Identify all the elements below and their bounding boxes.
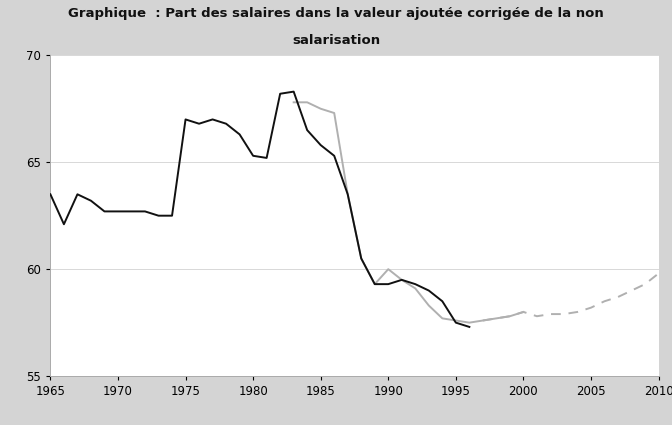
Text: Graphique  : Part des salaires dans la valeur ajoutée corrigée de la non: Graphique : Part des salaires dans la va… (68, 7, 604, 20)
Text: salarisation: salarisation (292, 34, 380, 47)
